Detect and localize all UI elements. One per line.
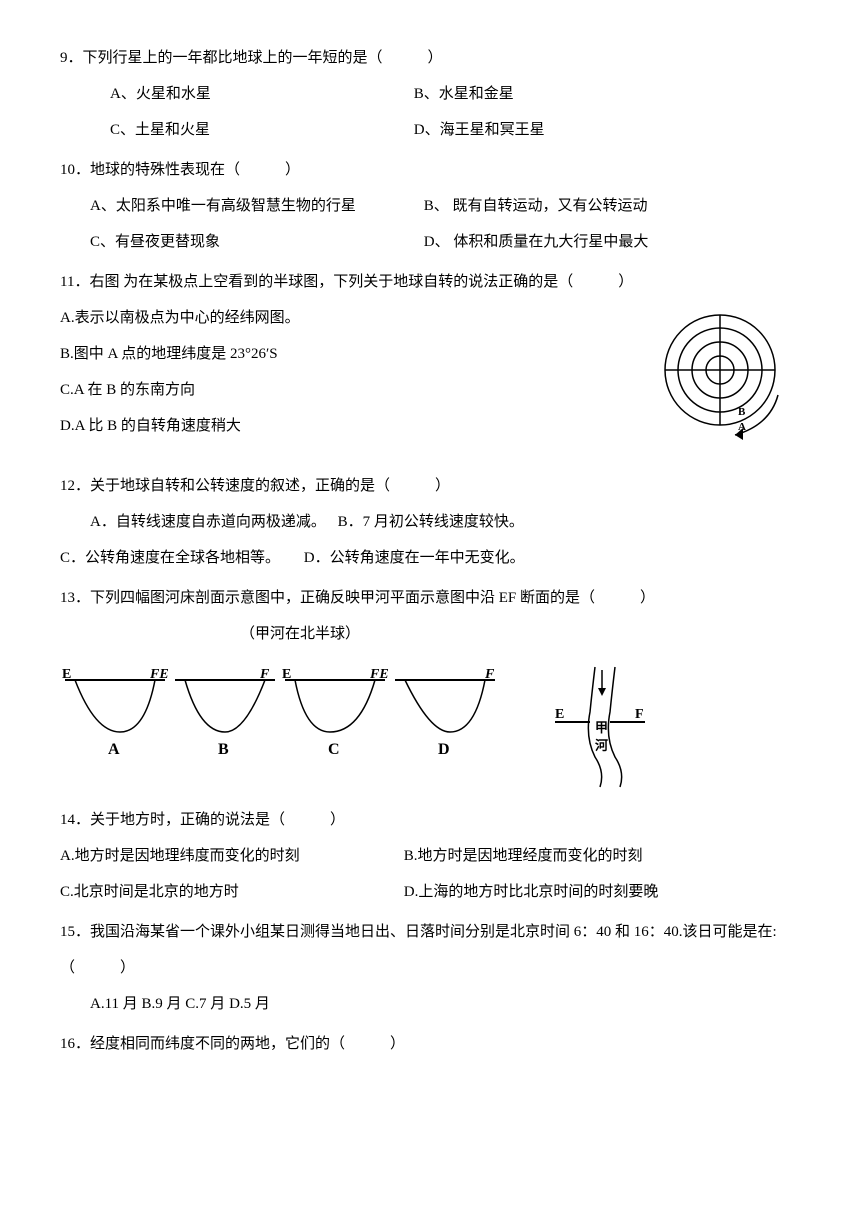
q10-opt-a: A、太阳系中唯一有高级智慧生物的行星 xyxy=(90,188,420,224)
svg-text:E: E xyxy=(555,707,564,722)
q12-opt-a: A．自转线速度自赤道向两极递减。 xyxy=(90,514,326,530)
q10-opt-b: B、 既有自转运动，又有公转运动 xyxy=(424,188,648,224)
q13-note: （甲河在北半球） xyxy=(60,616,800,652)
q13-text: 13．下列四幅图河床剖面示意图中，正确反映甲河平面示意图中沿 EF 断面的是（ … xyxy=(60,580,800,616)
q14-options-row2: C.北京时间是北京的地方时 D.上海的地方时比北京时间的时刻要晚 xyxy=(60,874,800,910)
q16-text: 16．经度相同而纬度不同的两地，它们的（ ） xyxy=(60,1026,800,1062)
q15-opt-d: D.5 月 xyxy=(229,996,270,1012)
q9-text: 9．下列行星上的一年都比地球上的一年短的是（ ） xyxy=(60,40,800,76)
q9-opt-b: B、水星和金星 xyxy=(414,76,514,112)
polar-diagram: B A xyxy=(650,300,800,464)
question-13: 13．下列四幅图河床剖面示意图中，正确反映甲河平面示意图中沿 EF 断面的是（ … xyxy=(60,580,800,792)
svg-text:FE: FE xyxy=(369,667,389,682)
polar-svg: B A xyxy=(650,300,800,450)
question-12: 12．关于地球自转和公转速度的叙述，正确的是（ ） A．自转线速度自赤道向两极递… xyxy=(60,468,800,576)
q15-text: 15．我国沿海某省一个课外小组某日测得当地日出、日落时间分别是北京时间 6：40… xyxy=(60,914,800,986)
svg-text:A: A xyxy=(738,421,746,433)
q11-text: 11．右图 为在某极点上空看到的半球图，下列关于地球自转的说法正确的是（ ） xyxy=(60,264,800,300)
q12-options-row2: C．公转角速度在全球各地相等。 D．公转角速度在一年中无变化。 xyxy=(60,540,800,576)
q10-text: 10．地球的特殊性表现在（ ） xyxy=(60,152,800,188)
q15-opt-c: C.7 月 xyxy=(185,996,225,1012)
svg-text:D: D xyxy=(438,741,450,757)
river-diagrams: E FE A F B E FE C F xyxy=(60,662,800,792)
q15-opt-a: A.11 月 xyxy=(90,996,138,1012)
q15-opt-b: B.9 月 xyxy=(142,996,182,1012)
question-14: 14．关于地方时，正确的说法是（ ） A.地方时是因地理纬度而变化的时刻 B.地… xyxy=(60,802,800,910)
question-16: 16．经度相同而纬度不同的两地，它们的（ ） xyxy=(60,1026,800,1062)
svg-text:A: A xyxy=(108,741,120,757)
q14-opt-c: C.北京时间是北京的地方时 xyxy=(60,874,400,910)
question-10: 10．地球的特殊性表现在（ ） A、太阳系中唯一有高级智慧生物的行星 B、 既有… xyxy=(60,152,800,260)
q14-opt-b: B.地方时是因地理经度而变化的时刻 xyxy=(404,848,643,864)
q9-opt-a: A、火星和水星 xyxy=(110,76,410,112)
question-9: 9．下列行星上的一年都比地球上的一年短的是（ ） A、火星和水星 B、水星和金星… xyxy=(60,40,800,148)
svg-text:C: C xyxy=(328,741,340,757)
question-11: 11．右图 为在某极点上空看到的半球图，下列关于地球自转的说法正确的是（ ） B… xyxy=(60,264,800,464)
q9-options-row2: C、土星和火星 D、海王星和冥王星 xyxy=(60,112,800,148)
svg-text:B: B xyxy=(738,406,746,418)
q9-options-row1: A、火星和水星 B、水星和金星 xyxy=(60,76,800,112)
svg-text:B: B xyxy=(218,741,229,757)
svg-text:FE: FE xyxy=(149,667,169,682)
svg-text:E: E xyxy=(282,667,291,682)
q10-options-row1: A、太阳系中唯一有高级智慧生物的行星 B、 既有自转运动，又有公转运动 xyxy=(60,188,800,224)
section-c: E FE C xyxy=(280,662,390,757)
q10-opt-c: C、有昼夜更替现象 xyxy=(90,224,420,260)
q15-options: A.11 月 B.9 月 C.7 月 D.5 月 xyxy=(60,986,800,1022)
q12-opt-d: D．公转角速度在一年中无变化。 xyxy=(304,550,525,566)
q14-text: 14．关于地方时，正确的说法是（ ） xyxy=(60,802,800,838)
q14-opt-a: A.地方时是因地理纬度而变化的时刻 xyxy=(60,838,400,874)
section-b: F B xyxy=(170,662,280,757)
q10-opt-d: D、 体积和质量在九大行星中最大 xyxy=(424,224,649,260)
svg-text:F: F xyxy=(484,667,495,682)
q9-opt-d: D、海王星和冥王星 xyxy=(414,112,545,148)
svg-text:甲: 甲 xyxy=(595,720,608,735)
svg-text:河: 河 xyxy=(595,738,608,753)
svg-text:F: F xyxy=(259,667,270,682)
question-15: 15．我国沿海某省一个课外小组某日测得当地日出、日落时间分别是北京时间 6：40… xyxy=(60,914,800,1022)
q12-opt-c: C．公转角速度在全球各地相等。 xyxy=(60,550,280,566)
q9-opt-c: C、土星和火星 xyxy=(110,112,410,148)
section-a: E FE A xyxy=(60,662,170,757)
q12-text: 12．关于地球自转和公转速度的叙述，正确的是（ ） xyxy=(60,468,800,504)
q14-options-row1: A.地方时是因地理纬度而变化的时刻 B.地方时是因地理经度而变化的时刻 xyxy=(60,838,800,874)
q14-opt-d: D.上海的地方时比北京时间的时刻要晚 xyxy=(404,884,659,900)
section-d: F D xyxy=(390,662,500,757)
q10-options-row2: C、有昼夜更替现象 D、 体积和质量在九大行星中最大 xyxy=(60,224,800,260)
q12-opt-b: B．7 月初公转线速度较快。 xyxy=(338,514,524,530)
svg-text:F: F xyxy=(635,707,644,722)
q12-options-row1: A．自转线速度自赤道向两极递减。 B．7 月初公转线速度较快。 xyxy=(60,504,800,540)
svg-text:E: E xyxy=(62,667,71,682)
river-plan: E F 甲 河 xyxy=(540,662,660,792)
cross-sections: E FE A F B E FE C F xyxy=(60,662,500,757)
